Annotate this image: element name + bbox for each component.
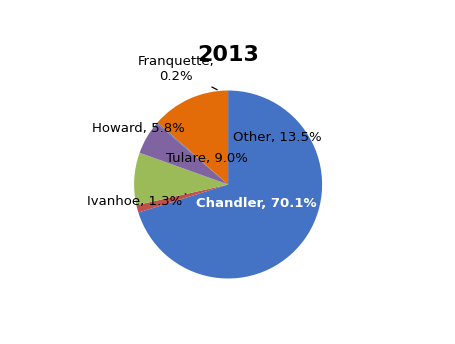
Wedge shape — [138, 90, 321, 279]
Title: 2013: 2013 — [197, 45, 258, 65]
Text: Chandler, 70.1%: Chandler, 70.1% — [196, 197, 316, 210]
Wedge shape — [157, 122, 228, 184]
Wedge shape — [136, 184, 228, 213]
Text: Ivanhoe, 1.3%: Ivanhoe, 1.3% — [87, 194, 185, 208]
Text: Tulare, 9.0%: Tulare, 9.0% — [166, 152, 248, 165]
Text: Other, 13.5%: Other, 13.5% — [232, 131, 321, 144]
Text: Howard, 5.8%: Howard, 5.8% — [91, 121, 184, 135]
Wedge shape — [139, 123, 228, 184]
Wedge shape — [134, 153, 228, 205]
Wedge shape — [157, 90, 228, 184]
Text: Franquette,
0.2%: Franquette, 0.2% — [138, 55, 217, 90]
